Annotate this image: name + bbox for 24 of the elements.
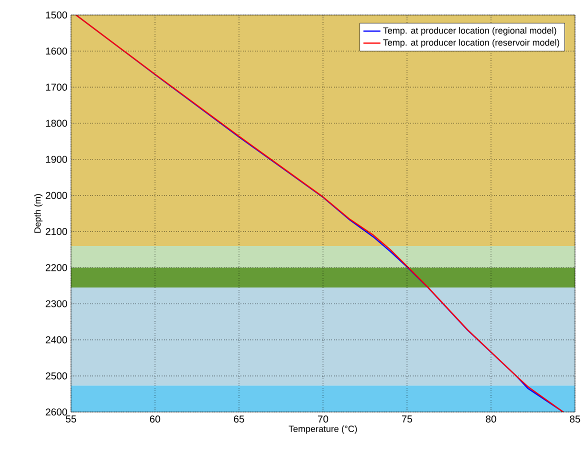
- y-tick-label: 1900: [46, 156, 68, 163]
- y-tick-label: 2000: [46, 192, 68, 199]
- y-axis-title: Depth (m): [34, 194, 42, 233]
- y-tick-label: 1700: [46, 84, 68, 91]
- y-tick-label: 2300: [46, 300, 68, 308]
- x-tick-label: 65: [234, 416, 244, 423]
- x-tick-label: 85: [570, 416, 580, 423]
- y-tick-label: 2500: [46, 372, 68, 380]
- y-tick-label: 2200: [46, 264, 68, 272]
- legend-label: Temp. at producer location (regional model): [383, 27, 556, 36]
- y-tick-label: 1800: [46, 120, 68, 127]
- x-tick-label: 80: [486, 416, 496, 423]
- y-tick-label: 2400: [46, 336, 68, 344]
- y-tick-label: 1500: [46, 11, 68, 19]
- x-tick-label: 60: [150, 416, 160, 423]
- y-tick-label: 2600: [46, 408, 68, 416]
- y-tick-label: 2100: [46, 228, 68, 236]
- x-tick-label: 75: [402, 416, 412, 422]
- x-axis-title: Temperature (°C): [288, 425, 357, 434]
- legend-label: Temp. at producer location (reservoir model): [383, 39, 560, 48]
- line-series: [75, 15, 564, 412]
- y-tick-label: 1600: [46, 48, 68, 55]
- x-tick-label: 55: [66, 416, 76, 422]
- x-tick-label: 70: [318, 416, 328, 423]
